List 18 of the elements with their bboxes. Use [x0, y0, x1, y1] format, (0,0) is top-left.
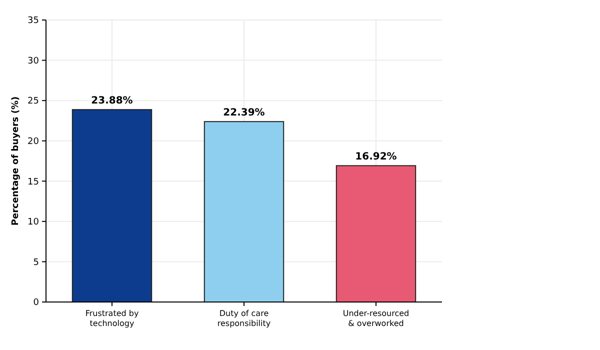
- y-tick-label: 20: [28, 137, 40, 148]
- y-tick-label: 5: [33, 258, 39, 268]
- y-tick-label: 10: [28, 218, 40, 228]
- y-tick-label: 15: [28, 177, 39, 188]
- x-tick-label: Duty of care responsibility: [217, 309, 271, 328]
- x-tick-label: Frustrated by technology: [85, 309, 139, 328]
- y-tick-label: 25: [28, 96, 39, 107]
- y-tick-label: 30: [28, 56, 40, 66]
- bar: [72, 109, 152, 302]
- data-label: 16.92%: [355, 152, 397, 163]
- y-tick-label: 0: [33, 298, 40, 308]
- data-label: 22.39%: [223, 108, 265, 119]
- bar: [336, 165, 416, 302]
- y-axis-title: Percentage of buyers (%): [11, 96, 21, 226]
- x-tick-label: Under-resourced & overworked: [342, 309, 410, 328]
- data-label: 23.88%: [91, 96, 133, 107]
- bar: [204, 121, 284, 302]
- y-tick-label: 35: [28, 16, 39, 26]
